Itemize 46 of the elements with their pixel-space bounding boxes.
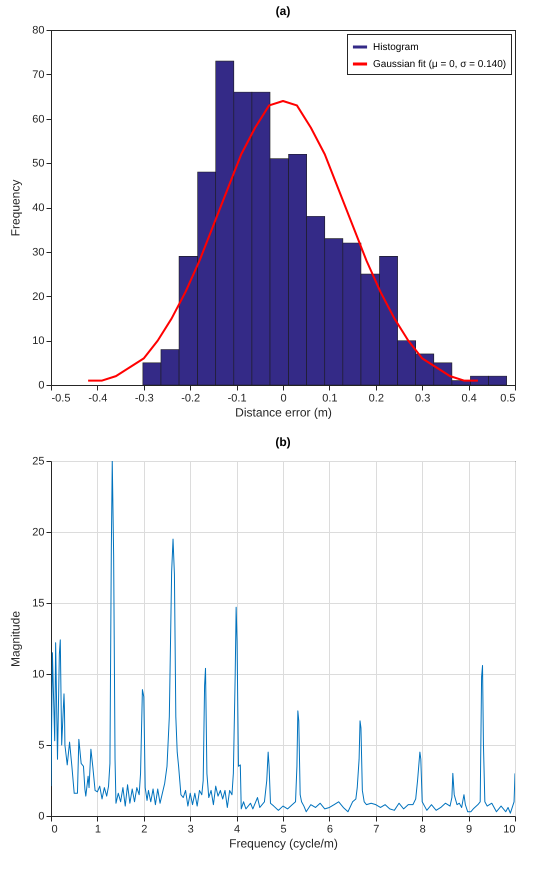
line-series bbox=[51, 461, 515, 814]
x-tick-label: 0.4 bbox=[461, 392, 477, 404]
y-tick-label: 5 bbox=[38, 740, 44, 752]
y-tick-label: 0 bbox=[38, 380, 44, 392]
y-tick-label: 15 bbox=[32, 598, 44, 610]
y-tick-label: 20 bbox=[32, 526, 44, 538]
x-tick-label: 9 bbox=[466, 824, 472, 836]
x-tick-label: 3 bbox=[188, 824, 194, 836]
x-tick-label: -0.5 bbox=[52, 392, 70, 404]
x-tick-label: 2 bbox=[141, 824, 148, 836]
y-tick-label: 10 bbox=[32, 335, 44, 348]
x-tick-label: -0.3 bbox=[134, 392, 154, 404]
x-tick-label: -0.1 bbox=[228, 392, 247, 404]
x-tick-label: 5 bbox=[280, 824, 287, 836]
y-tick-label: 60 bbox=[32, 113, 44, 126]
x-tick-label: 7 bbox=[373, 824, 380, 836]
y-axis-title: Frequency bbox=[8, 180, 22, 236]
y-tick-label: 50 bbox=[32, 158, 44, 170]
x-tick-label: 0.3 bbox=[415, 392, 430, 404]
x-tick-label: 8 bbox=[420, 824, 426, 836]
legend-label: Gaussian fit (μ = 0, σ = 0.140) bbox=[373, 59, 506, 70]
x-axis-title: Frequency (cycle/m) bbox=[229, 836, 338, 850]
x-tick-label: 10 bbox=[503, 824, 516, 836]
y-tick-label: 0 bbox=[38, 810, 44, 822]
x-tick-label: 1 bbox=[94, 824, 101, 836]
y-tick-label: 10 bbox=[32, 668, 44, 680]
x-tick-label: 6 bbox=[326, 824, 333, 836]
x-tick-label: 0.2 bbox=[368, 392, 384, 404]
y-tick-label: 20 bbox=[32, 290, 44, 303]
y-tick-label: 40 bbox=[32, 202, 44, 214]
x-tick-label: 0 bbox=[280, 392, 287, 404]
x-tick-label: -0.2 bbox=[181, 392, 200, 404]
y-tick-label: 70 bbox=[32, 68, 44, 81]
x-tick-label: 0.1 bbox=[322, 392, 338, 404]
y-tick-label: 30 bbox=[32, 246, 44, 258]
x-tick-label: 4 bbox=[234, 824, 240, 836]
x-tick-label: 0.5 bbox=[500, 392, 516, 404]
y-tick-label: 80 bbox=[32, 24, 44, 36]
chart-title: (b) bbox=[275, 435, 291, 449]
y-axis-title: Magnitude bbox=[8, 610, 22, 668]
chart-title: (a) bbox=[276, 4, 290, 18]
x-axis-title: Distance error (m) bbox=[235, 406, 332, 420]
x-tick-label: 0 bbox=[52, 824, 58, 836]
y-tick-label: 25 bbox=[32, 456, 44, 468]
x-tick-label: -0.4 bbox=[88, 392, 108, 404]
legend-label: Histogram bbox=[373, 42, 419, 53]
